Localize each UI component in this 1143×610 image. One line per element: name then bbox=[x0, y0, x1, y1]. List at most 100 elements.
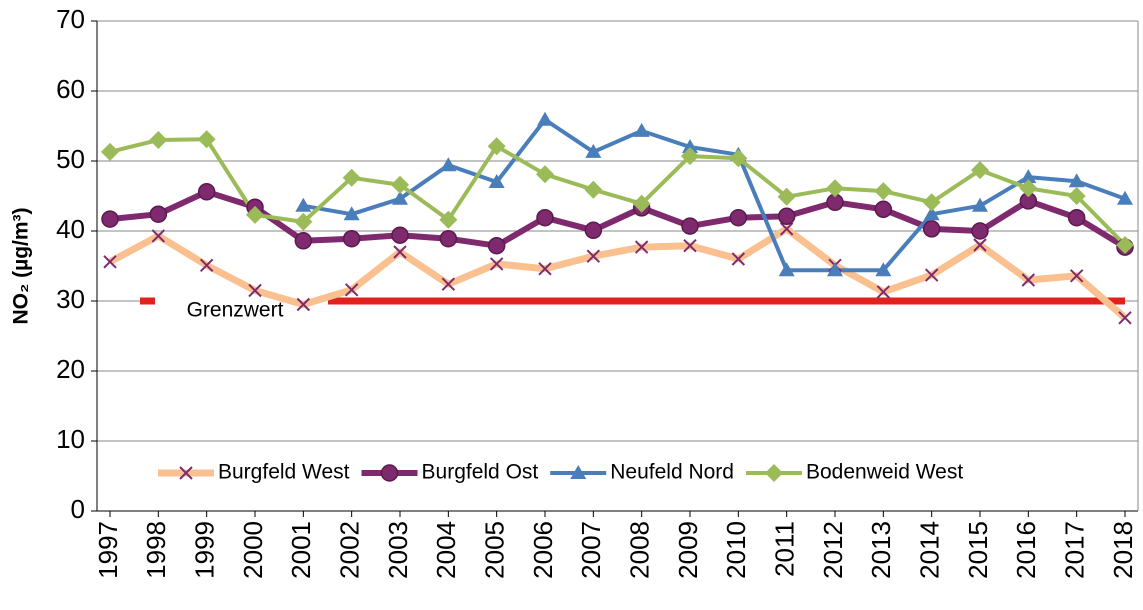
series-marker bbox=[248, 283, 262, 298]
legend-label: Neufeld Nord bbox=[610, 461, 734, 484]
series-marker bbox=[923, 206, 940, 221]
series-marker bbox=[972, 197, 988, 212]
y-tick-label: 40 bbox=[56, 214, 85, 244]
x-tick-label: 2013 bbox=[866, 521, 896, 579]
y-tick-label: 20 bbox=[56, 354, 85, 384]
x-tick-label: 2015 bbox=[963, 521, 993, 579]
x-tick-label: 2016 bbox=[1011, 521, 1041, 579]
series-marker bbox=[294, 232, 313, 250]
series-marker bbox=[633, 122, 650, 137]
series-marker bbox=[103, 255, 117, 269]
series-marker bbox=[1019, 179, 1038, 198]
series-marker bbox=[1117, 190, 1133, 205]
series-marker bbox=[391, 226, 409, 244]
y-axis-label: NO₂ (µg/m³) bbox=[10, 207, 33, 324]
series-marker bbox=[391, 175, 409, 194]
legend-marker bbox=[570, 465, 587, 479]
series-marker bbox=[538, 262, 552, 276]
series-marker bbox=[342, 168, 361, 187]
series-marker bbox=[584, 180, 603, 199]
series-marker bbox=[826, 179, 844, 198]
series-marker bbox=[342, 229, 361, 248]
series-marker bbox=[149, 205, 168, 223]
y-tick-label: 60 bbox=[56, 74, 85, 104]
limit-label: Grenzwert bbox=[187, 299, 284, 322]
series-marker bbox=[343, 206, 360, 221]
series-marker bbox=[973, 238, 987, 252]
y-tick-label: 10 bbox=[56, 424, 85, 454]
series-marker bbox=[1118, 311, 1132, 325]
series-marker bbox=[393, 245, 407, 259]
y-tick-label: 70 bbox=[56, 4, 85, 34]
x-tick-label: 2006 bbox=[528, 521, 558, 579]
series-marker bbox=[681, 217, 699, 235]
series-marker bbox=[151, 229, 166, 243]
legend-label: Bodenweid West bbox=[806, 461, 963, 484]
series-line bbox=[109, 137, 1127, 247]
series-marker bbox=[536, 165, 554, 184]
series-marker bbox=[777, 207, 796, 226]
series-marker bbox=[729, 149, 748, 168]
x-tick-label: 2010 bbox=[721, 521, 751, 579]
series-marker bbox=[101, 142, 119, 161]
y-tick-label: 30 bbox=[56, 284, 85, 314]
series-marker bbox=[681, 147, 699, 166]
series-marker bbox=[1069, 269, 1084, 283]
series-marker bbox=[149, 131, 168, 149]
series-marker bbox=[441, 277, 456, 291]
series-marker bbox=[875, 262, 892, 277]
series-marker bbox=[487, 137, 506, 156]
series-marker bbox=[922, 220, 941, 238]
y-tick-label: 50 bbox=[56, 144, 85, 174]
series-marker bbox=[439, 229, 458, 248]
series-marker bbox=[874, 200, 893, 219]
series-line bbox=[302, 117, 1126, 273]
x-tick-label: 1999 bbox=[190, 521, 220, 579]
series-marker bbox=[634, 240, 649, 254]
series-line bbox=[109, 188, 1127, 250]
series-marker bbox=[729, 208, 748, 227]
series-marker bbox=[536, 208, 554, 227]
series-marker bbox=[585, 143, 602, 158]
x-tick-label: 2004 bbox=[431, 521, 461, 579]
series-marker bbox=[876, 285, 891, 299]
legend: Burgfeld West Burgfeld Ost Neufeld Nord Bod… bbox=[150, 450, 976, 496]
legend-label: Burgfeld Ost bbox=[422, 461, 539, 484]
legend-marker bbox=[179, 466, 193, 480]
x-tick-label: 2014 bbox=[915, 521, 945, 579]
x-tick-label: 2005 bbox=[480, 521, 510, 579]
series-marker bbox=[874, 182, 893, 201]
series-marker bbox=[1067, 208, 1086, 227]
series-marker bbox=[827, 262, 843, 277]
series-marker bbox=[296, 297, 311, 312]
series-marker bbox=[246, 205, 264, 224]
series-marker bbox=[197, 183, 216, 201]
series-marker bbox=[1116, 236, 1134, 254]
x-tick-label: 2011 bbox=[770, 521, 800, 577]
series-marker bbox=[731, 252, 746, 266]
legend-marker bbox=[380, 464, 399, 482]
series-marker bbox=[1020, 169, 1037, 184]
series-marker bbox=[537, 111, 553, 126]
x-tick-label: 2008 bbox=[625, 521, 655, 579]
series-marker bbox=[344, 283, 359, 297]
series-marker bbox=[683, 238, 697, 253]
x-tick-label: 2018 bbox=[1108, 521, 1138, 579]
series-marker bbox=[1068, 173, 1085, 188]
series-marker bbox=[489, 257, 504, 271]
series-marker bbox=[1067, 187, 1086, 205]
series-marker bbox=[971, 222, 989, 240]
series-marker bbox=[924, 268, 939, 282]
series-marker bbox=[197, 130, 216, 149]
series-marker bbox=[439, 210, 458, 229]
x-tick-label: 2003 bbox=[383, 521, 413, 579]
series-marker bbox=[101, 210, 119, 228]
x-tick-label: 2007 bbox=[576, 521, 606, 579]
x-tick-label: 2017 bbox=[1060, 521, 1090, 579]
series-marker bbox=[777, 187, 796, 206]
series-marker bbox=[971, 161, 989, 180]
series-line bbox=[108, 225, 1128, 321]
series-marker bbox=[392, 190, 408, 205]
series-marker bbox=[779, 222, 794, 236]
